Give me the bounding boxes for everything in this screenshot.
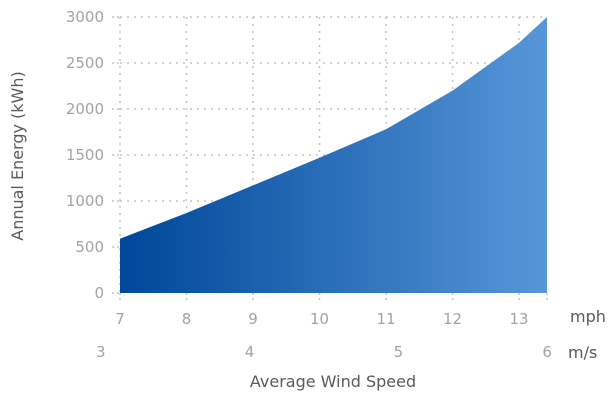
y-tick-label: 3000: [66, 8, 104, 26]
energy-area: [120, 17, 547, 293]
x-tick-label-ms: 6: [542, 343, 552, 361]
y-tick-label: 1000: [66, 192, 104, 210]
y-axis-title: Annual Energy (kWh): [8, 71, 27, 241]
x-tick-label-ms: 3: [96, 343, 106, 361]
x-tick-label-mph: 13: [510, 310, 529, 328]
x-axis-title: Average Wind Speed: [250, 372, 416, 391]
y-tick-label: 2000: [66, 100, 104, 118]
x-tick-label-mph: 7: [115, 310, 125, 328]
y-tick-label: 500: [75, 238, 104, 256]
x-unit-primary: mph: [570, 307, 606, 326]
x-tick-label-mph: 10: [310, 310, 329, 328]
x-tick-label-mph: 12: [443, 310, 462, 328]
x-tick-label-ms: 5: [394, 343, 404, 361]
x-tick-label-ms: 4: [245, 343, 255, 361]
y-tick-label: 2500: [66, 54, 104, 72]
x-axis-ticks: 7 8 9 10 11 12 13 3 4 5 6: [96, 293, 552, 361]
y-tick-label: 0: [94, 284, 104, 302]
y-axis-ticks: 0 500 1000 1500 2000 2500 3000: [66, 8, 120, 302]
x-unit-secondary: m/s: [568, 343, 597, 362]
y-tick-label: 1500: [66, 146, 104, 164]
x-tick-label-mph: 11: [376, 310, 395, 328]
x-tick-label-mph: 9: [248, 310, 258, 328]
x-tick-label-mph: 8: [182, 310, 192, 328]
